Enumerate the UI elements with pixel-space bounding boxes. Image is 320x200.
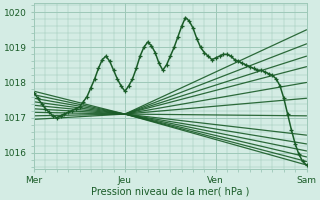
X-axis label: Pression niveau de la mer( hPa ): Pression niveau de la mer( hPa ) [91,187,250,197]
